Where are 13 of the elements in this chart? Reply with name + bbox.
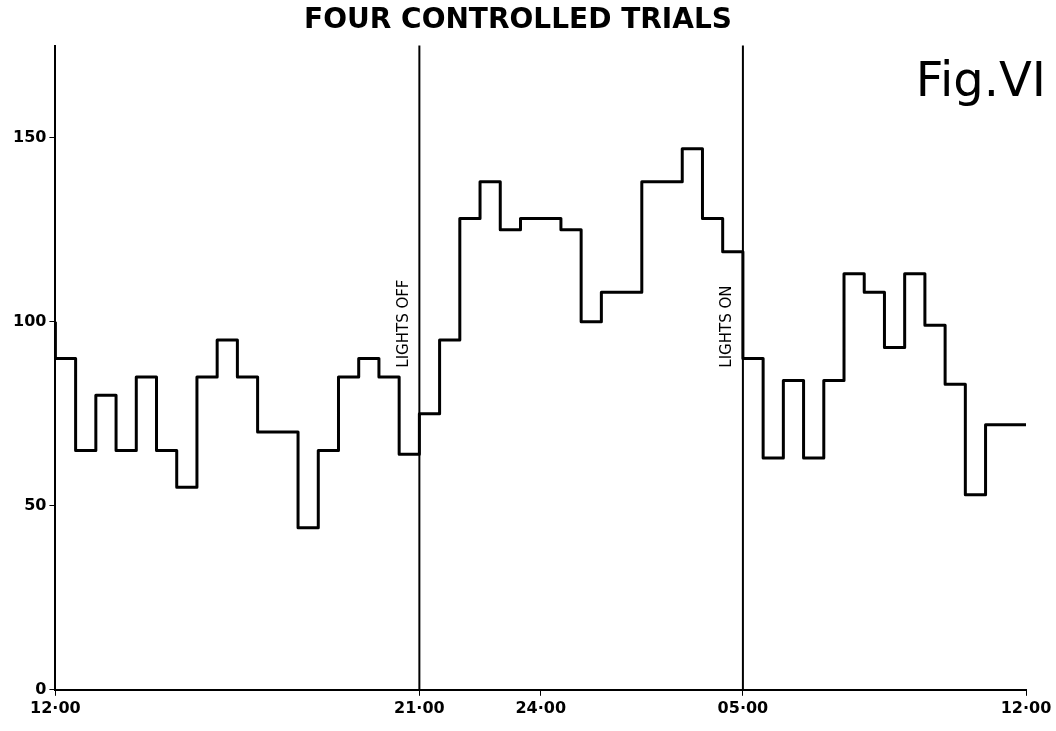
x-tick-label: 12·00 <box>30 697 81 717</box>
x-tick-label: 12·00 <box>1000 697 1052 717</box>
y-tick-label: 100 <box>12 310 47 330</box>
chart-title: FOUR CONTROLLED TRIALS <box>304 2 732 36</box>
y-tick-label: 150 <box>12 126 47 146</box>
ref-line-label: LIGHTS ON <box>717 285 736 368</box>
y-tick-label: 50 <box>24 494 47 514</box>
x-tick-label: 05·00 <box>717 697 769 717</box>
annotation: Fig.VI <box>915 51 1046 108</box>
x-tick-label: 21·00 <box>394 697 445 717</box>
y-tick-label: 0 <box>35 678 47 698</box>
x-tick-label: 24·00 <box>515 697 566 717</box>
ref-line-label: LIGHTS OFF <box>393 279 412 368</box>
